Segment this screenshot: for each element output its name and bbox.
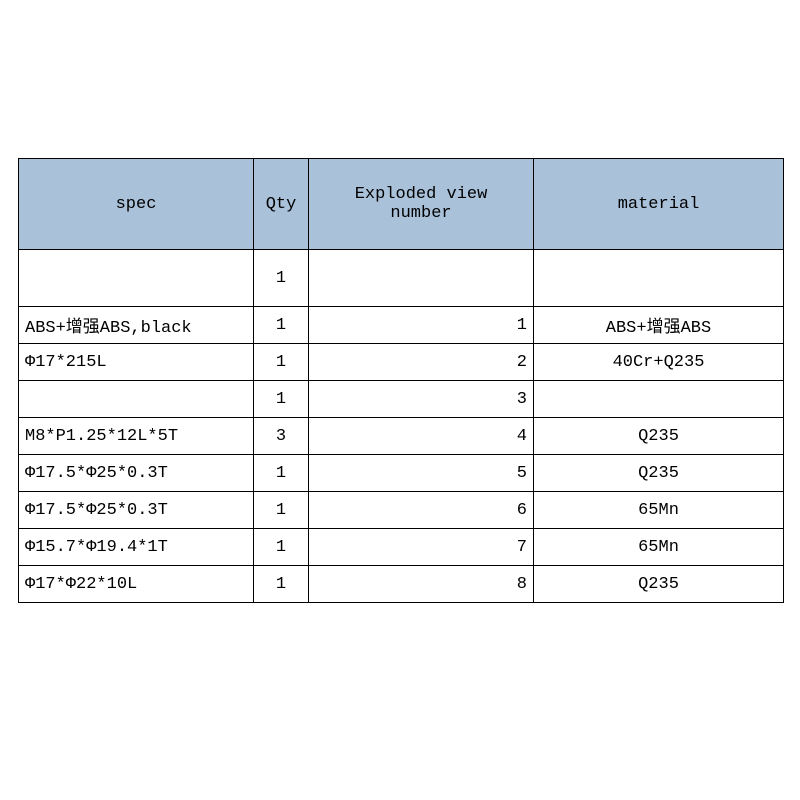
cell-exploded-view-number: 5 (309, 455, 534, 492)
col-header-exploded-view-number: Exploded view number (309, 159, 534, 250)
col-header-qty: Qty (254, 159, 309, 250)
cell-spec: M8*P1.25*12L*5T (19, 418, 254, 455)
parts-table: spec Qty Exploded view number material 1… (18, 158, 784, 603)
cell-exploded-view-number: 1 (309, 307, 534, 344)
table-row: Φ15.7*Φ19.4*1T 1 7 65Mn (19, 529, 784, 566)
cell-exploded-view-number (309, 250, 534, 307)
cell-material: Q235 (534, 418, 784, 455)
cell-spec: Φ17.5*Φ25*0.3T (19, 492, 254, 529)
cell-qty: 1 (254, 250, 309, 307)
table-row: Φ17.5*Φ25*0.3T 1 6 65Mn (19, 492, 784, 529)
cell-qty: 1 (254, 492, 309, 529)
cell-exploded-view-number: 8 (309, 566, 534, 603)
table-row: Φ17*Φ22*10L 1 8 Q235 (19, 566, 784, 603)
table-row: M8*P1.25*12L*5T 3 4 Q235 (19, 418, 784, 455)
cell-spec: Φ17*215L (19, 344, 254, 381)
cell-spec: Φ15.7*Φ19.4*1T (19, 529, 254, 566)
cell-material: Q235 (534, 455, 784, 492)
table-header-row: spec Qty Exploded view number material (19, 159, 784, 250)
cell-material: Q235 (534, 566, 784, 603)
col-header-spec: spec (19, 159, 254, 250)
cell-qty: 1 (254, 307, 309, 344)
table-row: Φ17*215L 1 2 40Cr+Q235 (19, 344, 784, 381)
cell-spec: Φ17.5*Φ25*0.3T (19, 455, 254, 492)
cell-material: 65Mn (534, 529, 784, 566)
parts-table-container: spec Qty Exploded view number material 1… (18, 158, 783, 603)
cell-spec (19, 381, 254, 418)
cell-qty: 1 (254, 566, 309, 603)
cell-material: 40Cr+Q235 (534, 344, 784, 381)
table-row: ABS+增强ABS,black 1 1 ABS+增强ABS (19, 307, 784, 344)
cell-exploded-view-number: 7 (309, 529, 534, 566)
cell-spec (19, 250, 254, 307)
cell-qty: 1 (254, 455, 309, 492)
cell-qty: 1 (254, 529, 309, 566)
cell-spec: ABS+增强ABS,black (19, 307, 254, 344)
cell-spec: Φ17*Φ22*10L (19, 566, 254, 603)
table-row: 1 (19, 250, 784, 307)
cell-exploded-view-number: 4 (309, 418, 534, 455)
table-row: 1 3 (19, 381, 784, 418)
cell-qty: 1 (254, 344, 309, 381)
cell-exploded-view-number: 6 (309, 492, 534, 529)
cell-material (534, 250, 784, 307)
cell-material: ABS+增强ABS (534, 307, 784, 344)
table-row: Φ17.5*Φ25*0.3T 1 5 Q235 (19, 455, 784, 492)
cell-qty: 3 (254, 418, 309, 455)
cell-exploded-view-number: 3 (309, 381, 534, 418)
col-header-material: material (534, 159, 784, 250)
cell-material (534, 381, 784, 418)
cell-material: 65Mn (534, 492, 784, 529)
cell-qty: 1 (254, 381, 309, 418)
cell-exploded-view-number: 2 (309, 344, 534, 381)
